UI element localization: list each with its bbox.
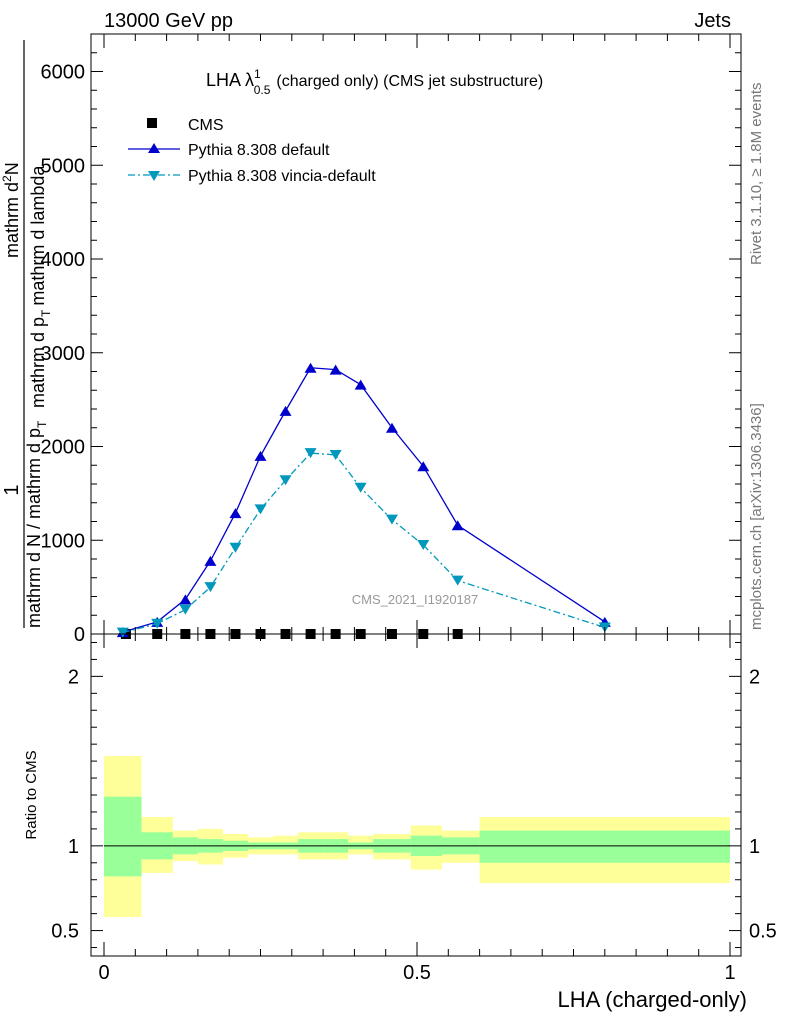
default-data-point: [451, 520, 464, 531]
ratio-inner-band: [104, 796, 142, 877]
main-y-label-den-text: mathrm d N / mathrm d p: [24, 428, 44, 628]
ratio-frame: [90, 633, 742, 957]
ratio-x-tick-label: 0: [98, 962, 109, 984]
plot-title: LHA λ1 0.5 (charged only) (CMS jet substru…: [206, 67, 543, 97]
ratio-bands: [104, 756, 730, 918]
default-data-point: [385, 422, 398, 433]
vincia-data-point: [304, 448, 317, 459]
main-y-tick-label: 5000: [41, 155, 86, 177]
default-data-point: [204, 555, 217, 566]
main-data-layer: [116, 362, 611, 639]
ratio-y-tick-label-right: 0.5: [749, 921, 777, 943]
main-y-tick-label: 3000: [41, 343, 86, 365]
main-y-ticks: 0 1000 2000 3000 4000 5000 6000: [41, 52, 741, 646]
default-data-point: [254, 450, 267, 461]
vincia-data-point: [354, 482, 367, 493]
legend-default-label: Pythia 8.308 default: [188, 142, 330, 159]
vincia-data-point: [385, 514, 398, 525]
main-y-label-denominator: mathrm d N / mathrm d pT: [24, 420, 49, 628]
default-series-line: [122, 367, 606, 633]
legend-default-marker: [148, 143, 160, 153]
default-data-point: [304, 362, 317, 373]
legend-cms-label: CMS: [188, 117, 224, 134]
ratio-x-tick-label: 0.5: [403, 962, 431, 984]
vincia-data-point: [229, 542, 242, 553]
watermark: CMS_2021_I1920187: [352, 592, 479, 607]
rivet-label: Rivet 3.1.10, ≥ 1.8M events: [748, 83, 765, 266]
ratio-y-ticks: 0.5 0.5 1 1 2 2: [51, 641, 777, 949]
vincia-data-point: [451, 575, 464, 586]
ratio-x-tick-label: 1: [724, 962, 735, 984]
default-data-point: [279, 405, 292, 416]
main-panel: 0 1000 2000 3000 4000 5000 6000: [41, 33, 742, 646]
vincia-data-point: [254, 504, 267, 515]
plot-title-sup: 1: [254, 67, 261, 81]
main-y-tick-label: 0: [74, 624, 85, 646]
ratio-inner-band: [479, 830, 730, 863]
x-axis-label: LHA (charged-only): [557, 987, 747, 1012]
header-right: Jets: [694, 10, 731, 32]
ratio-y-tick-label-right: 1: [749, 836, 760, 858]
main-y-label-numerator: 1: [1, 484, 23, 495]
vincia-series-line: [122, 452, 605, 634]
main-y-label-second-d: mathrm d: [2, 182, 22, 258]
ratio-y-tick-label: 2: [68, 666, 79, 688]
default-data-point: [329, 364, 342, 375]
vincia-data-point: [204, 582, 217, 593]
main-y-label-second-den-rest: mathrm d lambda: [28, 165, 48, 306]
legend: CMS Pythia 8.308 default Pythia 8.308 vi…: [128, 117, 376, 185]
legend-vincia-marker: [148, 171, 160, 181]
plot-title-main: LHA λ: [206, 70, 254, 90]
default-data-point: [354, 379, 367, 390]
plot-title-rest: (charged only) (CMS jet substructure): [276, 73, 543, 90]
main-y-label-second-den-sub: T: [39, 309, 53, 317]
main-y-tick-label: 6000: [41, 62, 86, 84]
mcplots-label: mcplots.cern.ch [arXiv:1306.3436]: [748, 403, 765, 630]
default-data-point: [179, 594, 192, 605]
ratio-x-ticks: 0 0.5 1: [98, 634, 736, 984]
main-y-label-second-den: mathrm d p: [28, 317, 48, 408]
ratio-y-tick-label: 1: [68, 836, 79, 858]
main-y-tick-label: 2000: [41, 437, 86, 459]
vincia-data-point: [279, 475, 292, 486]
ratio-y-tick-label: 0.5: [51, 921, 79, 943]
main-y-label-second-numerator: mathrm d2N: [0, 162, 22, 258]
default-data-point: [229, 508, 242, 519]
main-y-label-second-denominator: mathrm d pTmathrm d lambda: [28, 165, 53, 408]
vincia-data-point: [329, 449, 342, 460]
legend-cms-marker: [147, 118, 157, 128]
ratio-y-label: Ratio to CMS: [23, 750, 40, 839]
main-y-label-second-n: N: [2, 162, 22, 175]
main-y-tick-label: 1000: [41, 530, 86, 552]
plot-title-sub: 0.5: [254, 83, 271, 97]
default-data-point: [417, 461, 430, 472]
main-y-label-den-sub: T: [35, 420, 49, 428]
main-y-label: 1 mathrm d N / mathrm d pT mathrm d2N ma…: [0, 40, 53, 628]
vincia-data-point: [417, 539, 430, 550]
main-y-tick-label: 4000: [41, 249, 86, 271]
ratio-y-tick-label-right: 2: [749, 666, 760, 688]
main-x-ticks: [103, 34, 731, 634]
vincia-data-point: [151, 618, 164, 629]
legend-vincia-label: Pythia 8.308 vincia-default: [188, 168, 376, 185]
vincia-data-point: [116, 627, 129, 638]
ratio-panel: 0.5 0.51 12 2 0 0.5 1: [51, 633, 777, 984]
main-y-label-second-sup: 2: [0, 175, 14, 182]
header-left: 13000 GeV pp: [104, 10, 233, 32]
vincia-data-point: [179, 604, 192, 615]
